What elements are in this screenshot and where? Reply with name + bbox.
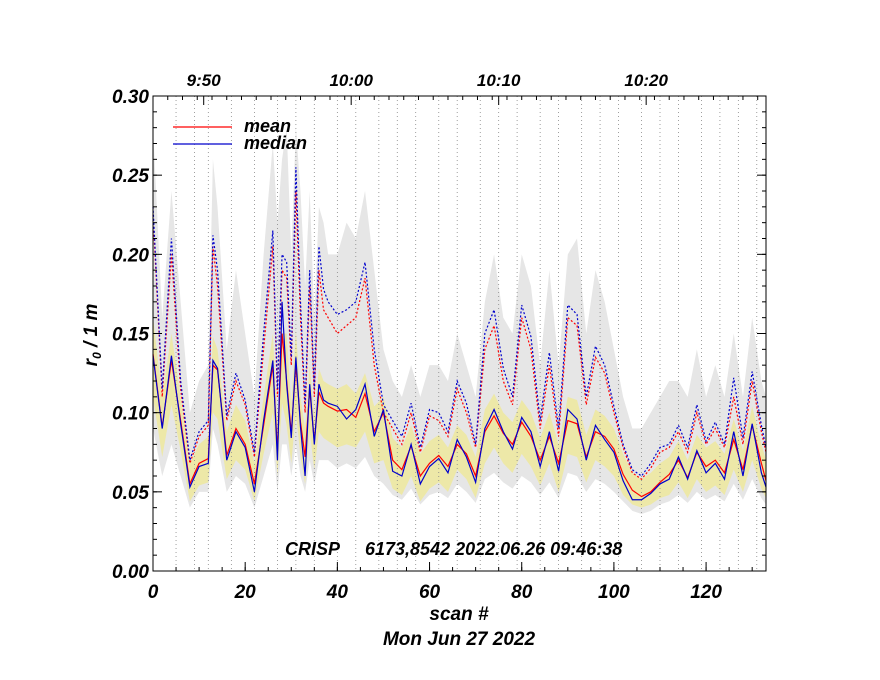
- legend-mean-label: mean: [244, 116, 291, 136]
- y-tick-label: 0.00: [112, 562, 149, 583]
- y-tick-label: 0.25: [112, 166, 149, 187]
- x-tick-label: 120: [690, 582, 722, 603]
- y-tick-label: 0.20: [112, 245, 149, 266]
- x-axis-title: scan #: [429, 604, 489, 625]
- y-tick-label: 0.05: [112, 483, 149, 504]
- time-tick-label: 10:10: [477, 71, 521, 90]
- x-tick-label: 100: [598, 582, 630, 603]
- time-axis-ticks: 9:50 10:00 10:10 10:20: [152, 71, 759, 105]
- annotation-info: 6173,8542 2022.06.26 09:46:38: [365, 539, 622, 559]
- y-axis-title: r0 / 1 m: [81, 304, 104, 367]
- x-tick-label: 20: [234, 582, 257, 603]
- time-tick-label: 10:20: [624, 71, 668, 90]
- x-axis-ticks: 0 20 40 60 80 100 120: [148, 562, 753, 603]
- legend: mean median: [173, 116, 307, 153]
- y-axis-ticks: 0.00 0.05 0.10 0.15 0.20 0.25 0.30: [112, 87, 766, 583]
- y-tick-label: 0.30: [112, 87, 149, 108]
- series-median-upper: [152, 167, 767, 477]
- y-axis-title-rest: / 1 m: [81, 304, 102, 353]
- time-tick-label: 10:00: [329, 71, 373, 90]
- annotation-instrument: CRISP: [285, 539, 341, 559]
- x-tick-label: 0: [148, 582, 159, 603]
- data-series: [152, 167, 767, 501]
- x-tick-label: 80: [511, 582, 533, 603]
- legend-median-label: median: [244, 133, 307, 153]
- y-axis-title-sub: 0: [90, 352, 104, 359]
- x-tick-label: 60: [419, 582, 441, 603]
- series-median: [152, 301, 767, 501]
- y-tick-label: 0.10: [112, 404, 149, 425]
- series-mean-upper: [152, 190, 767, 480]
- y-axis-title-main: r: [81, 357, 102, 366]
- date-label: Mon Jun 27 2022: [383, 629, 535, 650]
- time-tick-label: 9:50: [187, 71, 222, 90]
- x-tick-label: 40: [326, 582, 349, 603]
- percentile-bands: [153, 127, 766, 515]
- y-tick-label: 0.15: [112, 325, 149, 346]
